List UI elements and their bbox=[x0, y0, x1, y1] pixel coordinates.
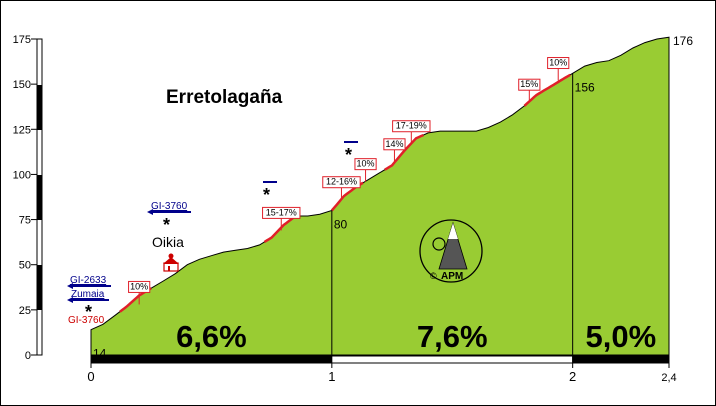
gradient-tag-label: 15% bbox=[520, 79, 538, 89]
gradient-tag-label: 14% bbox=[385, 139, 403, 149]
distance-bar bbox=[90, 355, 670, 364]
gradient-tag: 10% bbox=[354, 158, 377, 182]
gradient-tag: 12-16% bbox=[322, 176, 361, 200]
logo-text: APM bbox=[441, 271, 463, 282]
y-axis-ticks: 0 25 50 75 100 125 150 175 bbox=[13, 34, 37, 362]
road-label: Zumaia bbox=[71, 289, 105, 300]
road-gi3760: GI-3760 bbox=[147, 201, 191, 215]
arrow-left-icon bbox=[67, 283, 73, 289]
road-label: GI-3760 bbox=[151, 201, 188, 212]
y-tick-label: 100 bbox=[13, 169, 31, 181]
x-tick-label: 2,4 bbox=[661, 372, 676, 384]
road-annotations: GI-2633 Zumaia * GI-3760 GI-3760 * Oikia… bbox=[67, 141, 358, 326]
cyclist-icon bbox=[432, 237, 446, 251]
x-tick-label: 2 bbox=[569, 369, 576, 384]
steep-section bbox=[523, 73, 571, 107]
road-zumaia: Zumaia bbox=[67, 289, 109, 303]
distance-bar-segment bbox=[331, 355, 574, 364]
junction-asterisk-icon: * bbox=[163, 215, 170, 235]
gradient-tag-label: 17-19% bbox=[396, 121, 427, 131]
road-label: GI-2633 bbox=[70, 275, 107, 286]
gradient-tag: 14% bbox=[383, 138, 406, 162]
elevation-area bbox=[91, 37, 669, 355]
gradient-tag: 15% bbox=[518, 78, 541, 103]
distance-bar-segment bbox=[90, 355, 333, 364]
x-tick-label: 1 bbox=[328, 369, 335, 384]
x-axis-ticks: 0 1 2 2,4 bbox=[87, 363, 677, 384]
gradient-tag-label: 10% bbox=[549, 58, 567, 68]
village-house-icon bbox=[163, 253, 179, 272]
road-label: GI-3760 bbox=[68, 315, 105, 326]
y-tick-label: 25 bbox=[19, 305, 31, 317]
y-tick-label: 75 bbox=[19, 215, 31, 227]
gradient-tag: 15-17% bbox=[262, 206, 301, 231]
gradient-tag: 10% bbox=[547, 57, 570, 81]
steep-section bbox=[263, 214, 297, 244]
junction-asterisk-icon: * bbox=[85, 302, 92, 322]
arrow-left-icon bbox=[147, 209, 153, 215]
segment-gradient-label: 5,0% bbox=[585, 319, 656, 354]
y-scale-bar bbox=[36, 38, 43, 356]
elevation-labels: 14 80 156 176 bbox=[93, 34, 693, 361]
chart-title: Erretolagaña bbox=[166, 87, 283, 108]
elevation-label: 14 bbox=[93, 347, 107, 361]
arrow-left-icon bbox=[67, 297, 73, 303]
y-tick-label: 150 bbox=[13, 79, 31, 91]
junction-asterisk-icon: * bbox=[263, 185, 270, 205]
segment-gradient-label: 7,6% bbox=[417, 319, 488, 354]
gradient-tags: 10%15-17%12-16%10%14%17-19%15%10% bbox=[128, 57, 570, 305]
mountain-icon bbox=[438, 221, 468, 270]
steep-section bbox=[384, 133, 424, 171]
segment-gradient-label: 6,6% bbox=[176, 319, 247, 354]
y-tick-label: 125 bbox=[13, 124, 31, 136]
y-tick-label: 50 bbox=[19, 260, 31, 272]
gradient-tag-label: 10% bbox=[357, 159, 375, 169]
elevation-label: 80 bbox=[334, 218, 348, 232]
gradient-tag-label: 15-17% bbox=[266, 207, 297, 217]
copyright-icon: © bbox=[430, 271, 437, 281]
village-label: Oikia bbox=[152, 234, 184, 250]
gradient-tag: 17-19% bbox=[392, 120, 431, 144]
junction-asterisk-icon: * bbox=[345, 145, 352, 165]
gradient-tag: 10% bbox=[128, 280, 151, 305]
gradient-tag-label: 12-16% bbox=[326, 177, 357, 187]
gradient-tag-label: 10% bbox=[130, 281, 148, 291]
elevation-label: 176 bbox=[673, 34, 693, 48]
segment-gradients: 6,6% 7,6% 5,0% bbox=[176, 319, 656, 354]
x-tick-label: 0 bbox=[87, 369, 94, 384]
apm-logo: APM © bbox=[419, 219, 483, 283]
y-tick-label: 175 bbox=[13, 34, 31, 46]
y-tick-label: 0 bbox=[25, 350, 31, 362]
elevation-label: 156 bbox=[575, 80, 595, 94]
distance-bar-segment bbox=[572, 355, 670, 364]
road-gi2633: GI-2633 bbox=[67, 275, 111, 289]
km-dividers bbox=[331, 73, 574, 355]
